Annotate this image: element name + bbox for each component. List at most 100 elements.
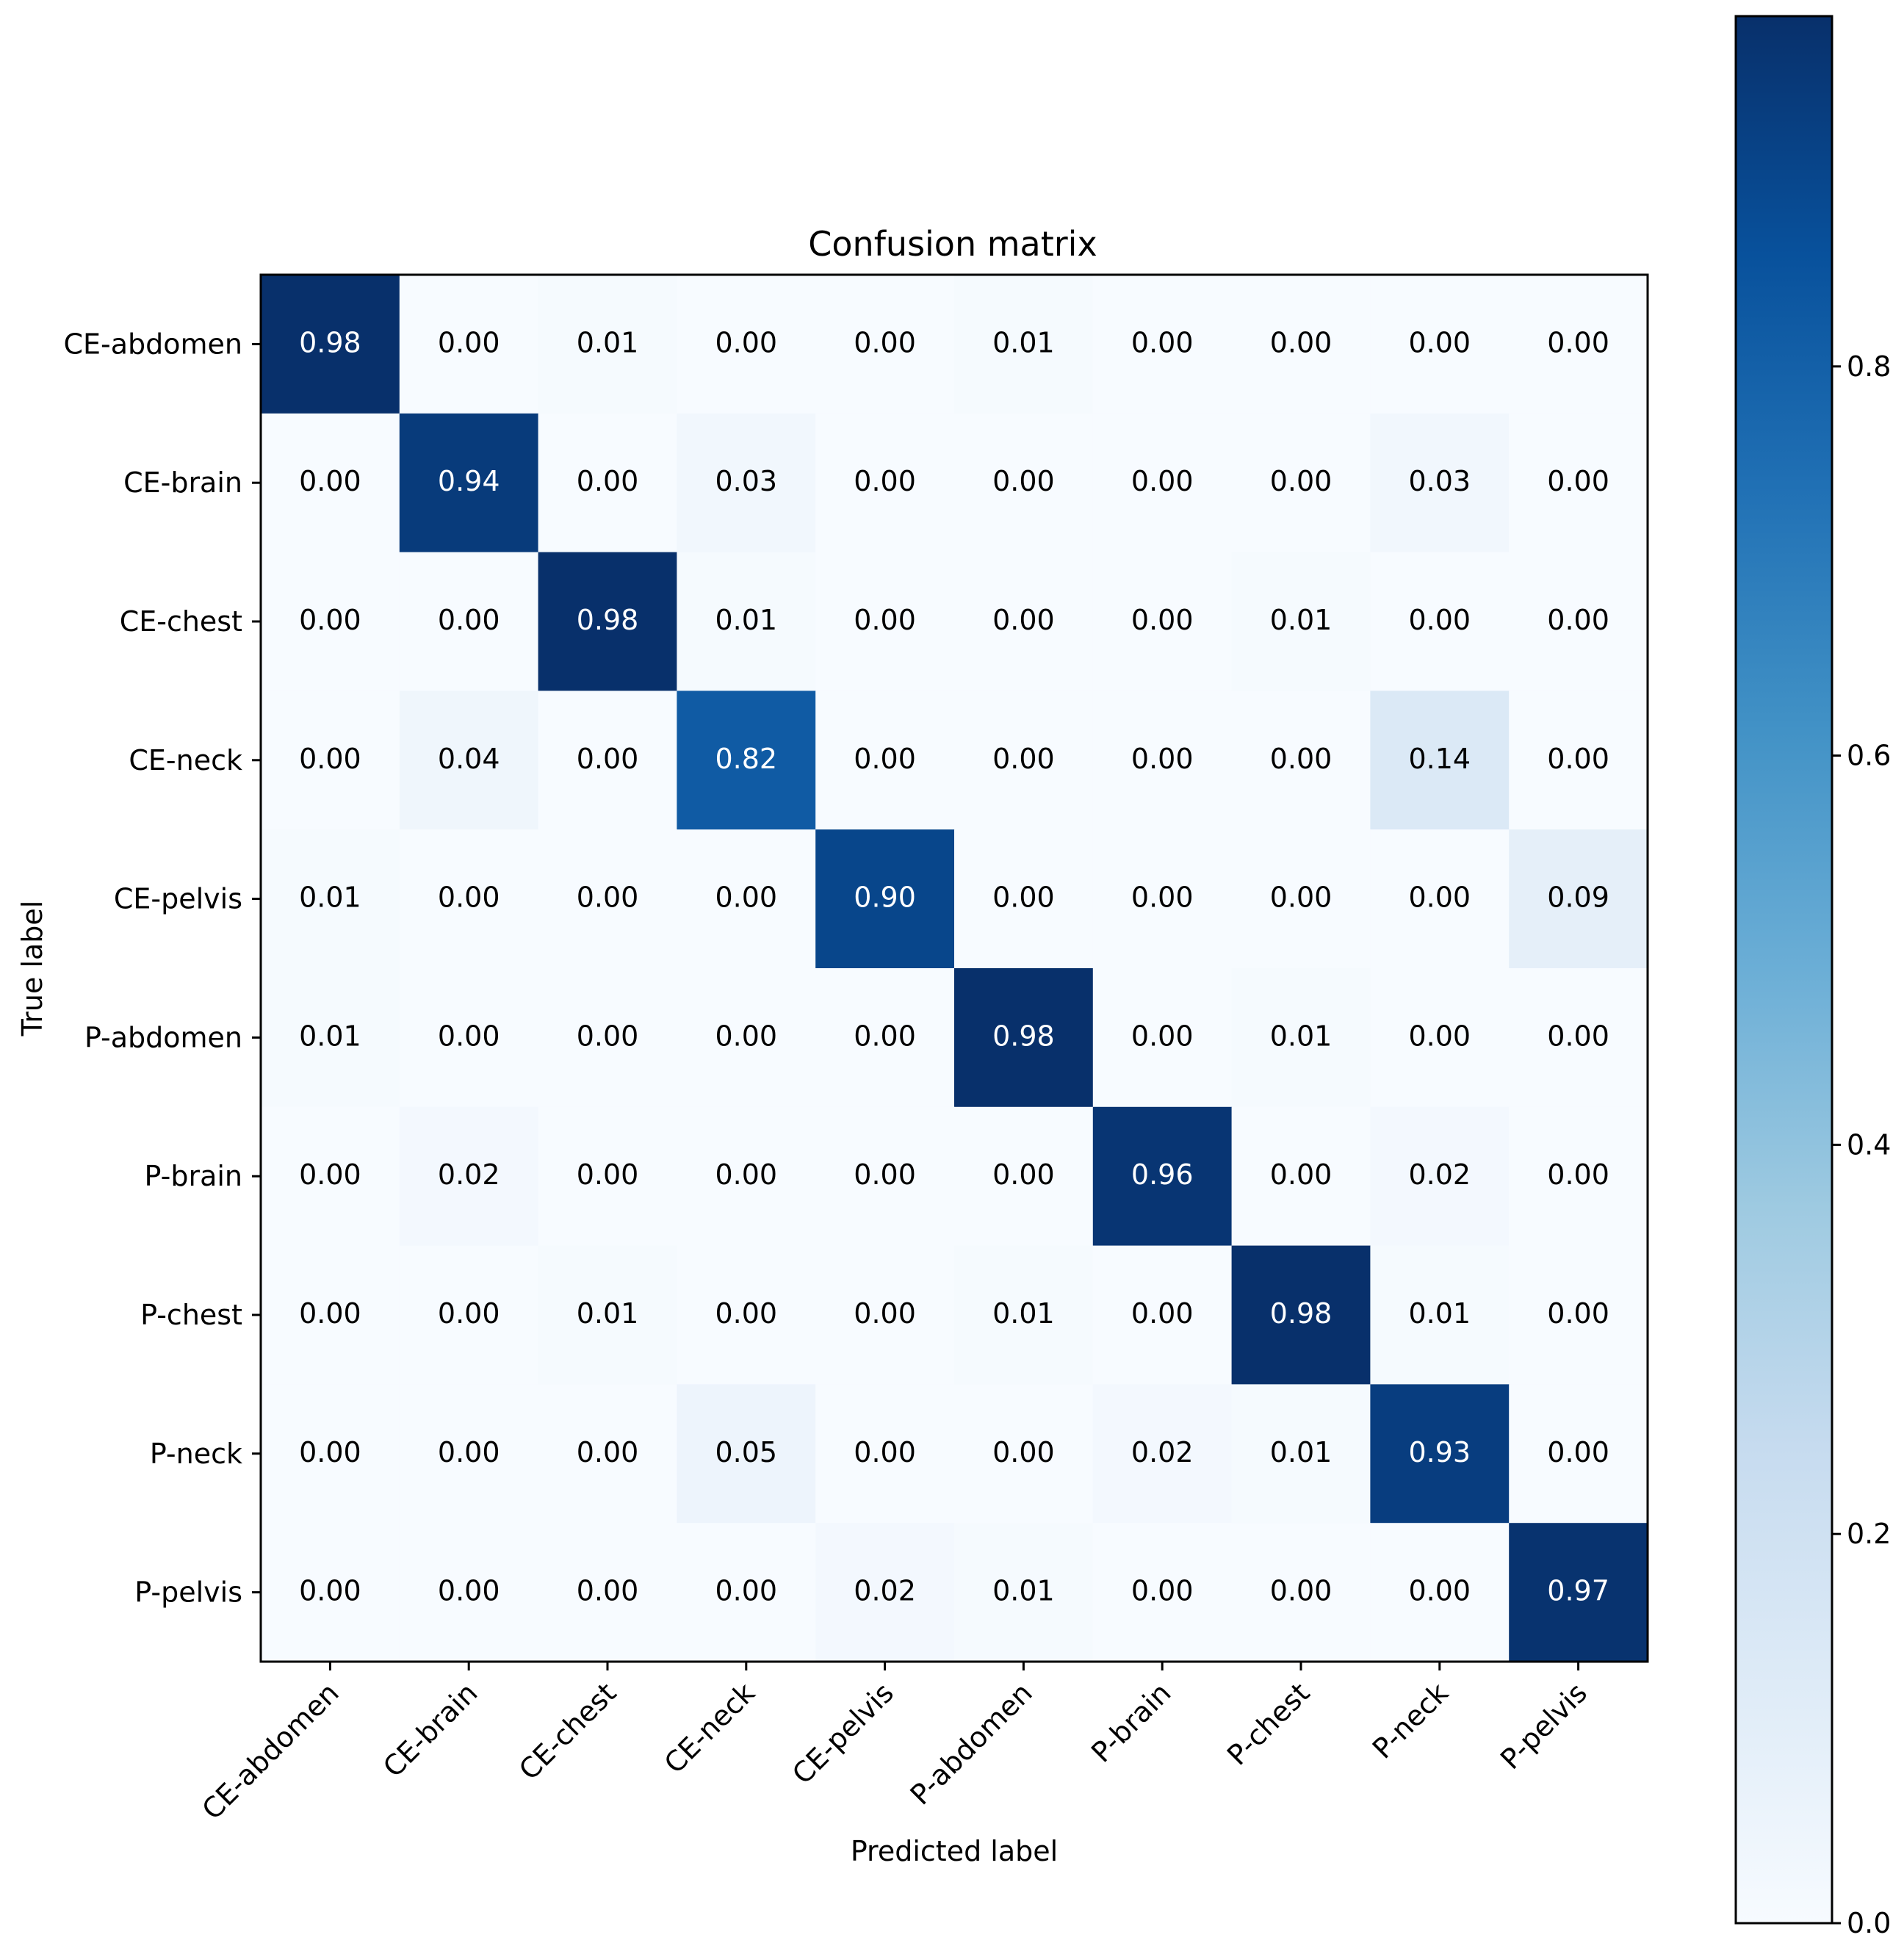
- heatmap-cell: [677, 1523, 816, 1662]
- cell-value-label: 0.01: [1270, 1020, 1333, 1052]
- cell-value-label: 0.09: [1547, 882, 1609, 914]
- heatmap-cell: [538, 691, 677, 830]
- cell-value-label: 0.00: [1270, 465, 1333, 497]
- cell-value-label: 0.00: [854, 465, 916, 497]
- heatmap-cell: [538, 552, 677, 691]
- cell-value-label: 0.00: [438, 604, 500, 636]
- x-tick-label: CE-neck: [658, 1676, 761, 1779]
- heatmap-cell: [677, 413, 816, 553]
- heatmap-cell: [1509, 1245, 1648, 1385]
- cell-value-label: 0.00: [1547, 1158, 1609, 1191]
- cell-value-label: 0.00: [299, 1158, 361, 1191]
- cell-value-label: 0.14: [1408, 743, 1471, 775]
- cell-value-label: 0.00: [577, 1020, 639, 1052]
- cell-value-label: 0.96: [1131, 1158, 1194, 1191]
- heatmap-cell: [815, 968, 955, 1108]
- heatmap-cell: [1370, 968, 1510, 1108]
- cell-value-label: 0.00: [854, 1020, 916, 1052]
- cell-value-label: 0.00: [1131, 1020, 1194, 1052]
- heatmap-cell: [954, 1245, 1094, 1385]
- heatmap-cell: [538, 1106, 677, 1247]
- cell-value-label: 0.90: [854, 882, 916, 914]
- x-axis-label: Predicted label: [851, 1835, 1058, 1867]
- heatmap-cell: [1370, 1523, 1510, 1662]
- heatmap-cell: [1092, 1245, 1233, 1385]
- heatmap-cell: [399, 691, 539, 830]
- heatmap-cell: [954, 1384, 1094, 1524]
- heatmap-cell: [538, 1245, 677, 1385]
- heatmap-cell: [261, 829, 400, 969]
- cell-value-label: 0.98: [992, 1020, 1055, 1052]
- cell-value-label: 0.01: [1270, 604, 1333, 636]
- cell-value-label: 0.94: [438, 465, 500, 497]
- cell-value-label: 0.00: [438, 1436, 500, 1468]
- heatmap-cell: [1509, 1106, 1648, 1247]
- y-axis-ticks: CE-abdomen CE-brain CE-chest CE-neck CE-pelv…: [63, 328, 261, 1609]
- heatmap-cell: [1509, 691, 1648, 830]
- heatmap-cell: [261, 691, 400, 830]
- heatmap-cell: [1092, 275, 1233, 414]
- heatmap-cell: [1231, 1384, 1371, 1524]
- heatmap-cell: [1231, 829, 1371, 969]
- heatmap-cell: [399, 413, 539, 553]
- heatmap-cell: [677, 1106, 816, 1247]
- cell-value-label: 0.01: [577, 1297, 639, 1330]
- cell-value-label: 0.00: [1131, 743, 1194, 775]
- heatmap-cell: [538, 275, 677, 414]
- cell-value-label: 0.00: [577, 743, 639, 775]
- x-tick-label: P-neck: [1366, 1676, 1454, 1764]
- heatmap-cell: [538, 1523, 677, 1662]
- heatmap-cell: [1509, 829, 1648, 969]
- x-tick-label: CE-pelvis: [786, 1676, 900, 1790]
- x-tick-label: P-pelvis: [1494, 1676, 1593, 1776]
- cell-value-label: 0.02: [1408, 1158, 1471, 1191]
- cell-value-label: 0.00: [1131, 1297, 1194, 1330]
- heatmap-cell: [261, 275, 400, 414]
- heatmap-cell: [261, 968, 400, 1108]
- colorbar-tick-label: 0.6: [1847, 740, 1891, 772]
- colorbar-tick-label: 0.8: [1847, 350, 1891, 383]
- cell-value-label: 0.00: [438, 1020, 500, 1052]
- cell-value-label: 0.05: [715, 1436, 777, 1468]
- y-tick-label: P-pelvis: [134, 1576, 242, 1609]
- heatmap-cell: [677, 691, 816, 830]
- cell-value-labels: 0.98 0.00 0.01 0.00 0.00 0.01 0.00 0.00 0.00 0.00…: [299, 326, 1609, 1607]
- y-tick-label: CE-neck: [129, 744, 242, 776]
- heatmap-cell: [261, 552, 400, 691]
- heatmap-cell: [1092, 1384, 1233, 1524]
- cell-value-label: 0.00: [1547, 743, 1609, 775]
- colorbar-tick-label: 0.2: [1847, 1518, 1891, 1550]
- heatmap-cell: [1231, 1245, 1371, 1385]
- cell-value-label: 0.00: [1547, 1297, 1609, 1330]
- heatmap-cell: [1092, 1523, 1233, 1662]
- cell-value-label: 0.00: [577, 882, 639, 914]
- colorbar: [1734, 15, 1833, 1925]
- cell-value-label: 0.00: [992, 743, 1055, 775]
- heatmap-cells: [261, 275, 1648, 1662]
- heatmap-cell: [954, 968, 1094, 1108]
- cell-value-label: 0.00: [854, 1158, 916, 1191]
- heatmap-cell: [399, 552, 539, 691]
- heatmap-cell: [1092, 968, 1233, 1108]
- y-tick-label: P-abdomen: [84, 1021, 242, 1053]
- cell-value-label: 0.00: [715, 1020, 777, 1052]
- y-tick-label: P-neck: [150, 1438, 242, 1470]
- heatmap-cell: [954, 691, 1094, 830]
- cell-value-label: 0.00: [1547, 465, 1609, 497]
- heatmap-cell: [1231, 968, 1371, 1108]
- cell-value-label: 0.00: [715, 882, 777, 914]
- heatmap-cell: [677, 275, 816, 414]
- cell-value-label: 0.00: [992, 1436, 1055, 1468]
- cell-value-label: 0.00: [1408, 326, 1471, 358]
- cell-value-label: 0.01: [715, 604, 777, 636]
- heatmap-cell: [815, 829, 955, 969]
- cell-value-label: 0.00: [577, 465, 639, 497]
- cell-value-label: 0.00: [1270, 882, 1333, 914]
- heatmap-cell: [815, 1523, 955, 1662]
- heatmap-cell: [1370, 1384, 1510, 1524]
- cell-value-label: 0.00: [1270, 1158, 1333, 1191]
- cell-value-label: 0.00: [1547, 1436, 1609, 1468]
- cell-value-label: 0.02: [1131, 1436, 1194, 1468]
- cell-value-label: 0.00: [1131, 604, 1194, 636]
